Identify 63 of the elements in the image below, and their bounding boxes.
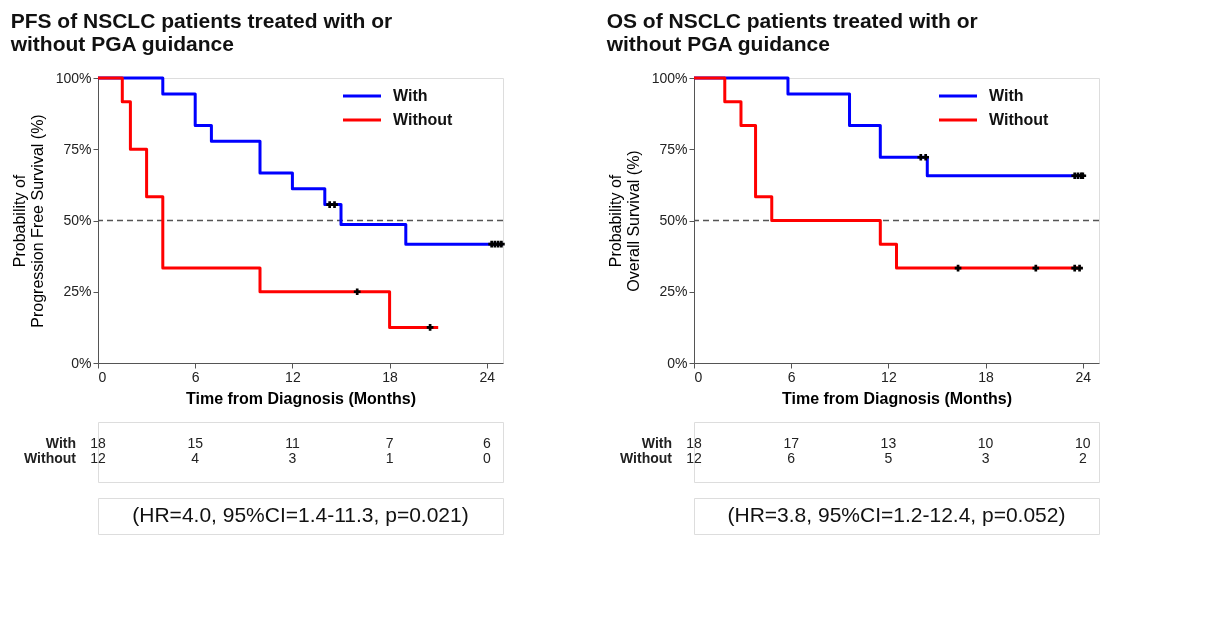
legend-label: With [989, 87, 1024, 104]
text: Without [620, 449, 673, 466]
y-tick-label: 75% [659, 140, 688, 157]
text: 3 [981, 449, 990, 466]
text: 6 [787, 449, 796, 466]
x-tick-label: 12 [881, 368, 897, 385]
text: 4 [191, 449, 200, 466]
text: 11 [285, 434, 300, 451]
chart-title: OS of NSCLC patients treated with or without PGA guidance [605, 8, 978, 55]
y-tick-label: 0% [71, 354, 92, 371]
y-tick-label: 100% [55, 69, 92, 86]
text: 6 [482, 434, 491, 451]
legend-label: Without [393, 111, 454, 128]
x-tick-label: 0 [694, 368, 703, 385]
text: 3 [288, 449, 297, 466]
x-tick-label: 0 [98, 368, 107, 385]
text: Without [24, 449, 77, 466]
y-axis-title: Probability of Overall Survival (%) [606, 150, 642, 292]
text: 18 [90, 434, 106, 451]
text: (HR=3.8, 95%CI=1.2-12.4, p=0.052) [727, 503, 1066, 526]
y-tick-label: 100% [651, 69, 688, 86]
text: 2 [1078, 449, 1087, 466]
text: 15 [187, 434, 204, 451]
text: 17 [783, 434, 800, 451]
text: 0 [482, 449, 491, 466]
point [426, 324, 434, 331]
point [1076, 264, 1083, 272]
y-tick-label: 50% [659, 212, 688, 228]
legend-label: With [393, 87, 428, 104]
text: 13 [880, 434, 897, 451]
y-tick-label: 25% [659, 283, 688, 300]
text: 10 [977, 434, 994, 451]
y-axis-title: Probability of Progression Free Survival (%) [10, 114, 46, 328]
x-tick-label: 24 [479, 368, 496, 385]
x-tick-label: 6 [787, 368, 796, 385]
point [353, 288, 361, 296]
text: (HR=4.0, 95%CI=1.4-11.3, p=0.021) [132, 503, 469, 526]
x-tick-label: 18 [978, 368, 995, 385]
text: 10 [1075, 434, 1091, 451]
text: 1 [385, 449, 394, 466]
x-tick-label: 24 [1075, 368, 1092, 385]
x-tick-label: 6 [191, 368, 200, 385]
x-tick-label: 12 [285, 368, 301, 385]
chart-title: PFS of NSCLC patients treated with or without PGA guidance [9, 8, 393, 55]
x-axis-title: Time from Diagnosis (Months) [782, 389, 1012, 407]
text: With [45, 434, 76, 451]
point [498, 240, 505, 248]
point [922, 153, 930, 161]
legend-label: Without [989, 111, 1050, 128]
x-axis-title: Time from Diagnosis (Months) [186, 389, 416, 407]
text: With [641, 434, 672, 451]
point [1032, 264, 1040, 272]
text: 12 [686, 449, 702, 466]
text: 5 [884, 449, 893, 466]
y-tick-label: 0% [667, 354, 688, 371]
x-tick-label: 18 [382, 368, 399, 385]
y-tick-label: 75% [63, 140, 92, 157]
point [331, 201, 338, 208]
y-tick-label: 25% [63, 283, 92, 300]
text: 12 [90, 449, 106, 466]
text: 7 [385, 434, 394, 451]
y-tick-label: 50% [63, 212, 92, 228]
text: 18 [686, 434, 702, 451]
